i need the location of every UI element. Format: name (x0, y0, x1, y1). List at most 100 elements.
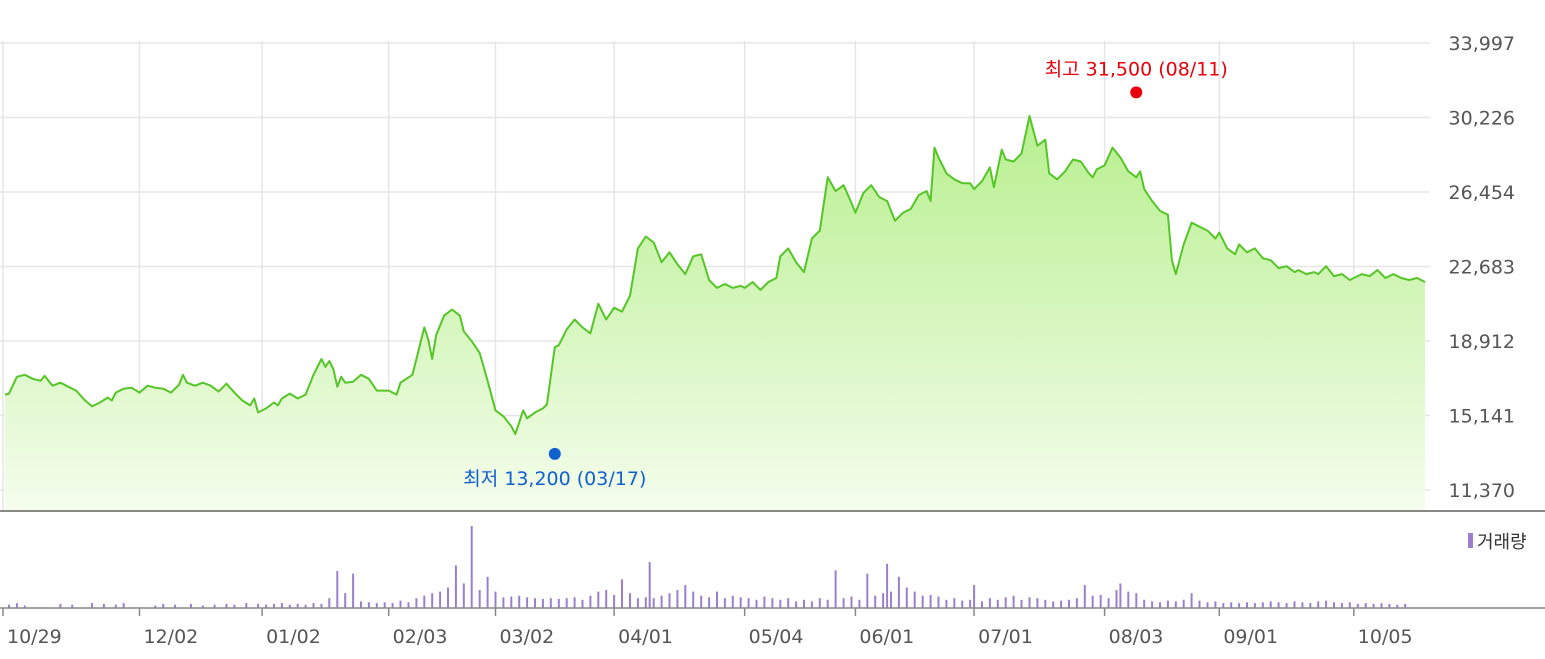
y-tick-label: 33,997 (1449, 33, 1515, 55)
volume-bar (245, 603, 248, 608)
y-tick-label: 11,370 (1449, 480, 1515, 502)
volume-bar (636, 598, 639, 608)
volume-bar (621, 579, 623, 608)
volume-bar (391, 603, 394, 608)
volume-bar (367, 602, 370, 608)
y-tick-label: 30,226 (1449, 108, 1515, 130)
volume-bar (189, 603, 192, 608)
volume-bar (1052, 601, 1055, 608)
volume-bar (288, 604, 291, 608)
volume-bar (1404, 603, 1407, 608)
volume-bar (850, 596, 853, 608)
volume-bar (114, 604, 117, 608)
volume-bar (996, 599, 999, 608)
volume-bar (257, 603, 260, 608)
volume-bar (383, 602, 386, 608)
volume-bar (59, 603, 62, 608)
volume-bar (834, 570, 837, 608)
volume-bar (526, 597, 529, 608)
volume-bar (1396, 604, 1399, 608)
volume-bar (23, 605, 26, 608)
volume-bar (1083, 585, 1086, 608)
volume-bar (1107, 598, 1110, 608)
volume-bar (747, 598, 750, 608)
volume-bar (304, 604, 307, 608)
volume-bar (1159, 602, 1161, 608)
y-tick-label: 22,683 (1449, 257, 1515, 279)
volume-bar (1253, 603, 1256, 608)
volume-bar (905, 587, 908, 608)
volume-bar (15, 603, 18, 608)
volume-bar (462, 583, 465, 608)
volume-bar (1325, 600, 1328, 608)
volume-bar (779, 599, 782, 608)
x-axis-tick-labels: 10/29 12/02 01/02 02/03 03/02 04/01 05/04 06/01… (2, 608, 1413, 648)
volume-bar (660, 595, 663, 608)
volume-bar (1151, 601, 1154, 608)
volume-bar (549, 598, 552, 608)
x-tick-label: 10/05 (1358, 626, 1413, 648)
volume-bar (755, 599, 758, 608)
x-tick-label: 04/01 (618, 626, 673, 648)
volume-bar (1293, 601, 1296, 608)
volume-bar (842, 598, 845, 608)
volume-bar (945, 599, 948, 608)
y-tick-label: 18,912 (1449, 331, 1515, 353)
volume-bar (1004, 597, 1007, 608)
volume-bar (557, 599, 560, 608)
volume-bar (154, 605, 157, 608)
volume-bar (1222, 603, 1225, 608)
volume-bar (233, 604, 236, 608)
volume-bar (913, 591, 916, 608)
volume-bar (969, 599, 972, 608)
volume-bar (213, 604, 216, 608)
volume-bar (882, 593, 885, 608)
low-marker (548, 447, 561, 460)
volume-bar (771, 598, 774, 608)
volume-bar (541, 599, 544, 608)
x-tick-label: 08/03 (1109, 626, 1164, 648)
volume-bar (273, 603, 275, 608)
volume-bar (1119, 583, 1122, 608)
x-tick-label: 09/01 (1223, 626, 1278, 648)
volume-bar (988, 598, 991, 608)
volume-bar (439, 591, 442, 608)
volume-bar (8, 604, 10, 608)
volume-bar (1333, 602, 1335, 608)
volume-bar (597, 591, 600, 608)
volume-bar (510, 596, 513, 608)
volume-bar (71, 604, 74, 608)
volume-bar (886, 563, 889, 608)
x-tick-label: 01/02 (266, 626, 321, 648)
volume-bar (652, 598, 655, 608)
volume-legend-label: 거래량 (1477, 532, 1527, 553)
volume-bar (589, 595, 592, 608)
volume-bar (1135, 593, 1138, 608)
high-marker (1130, 86, 1143, 99)
volume-bar (470, 526, 473, 608)
volume-bar (981, 601, 983, 608)
volume-bar (692, 591, 695, 608)
volume-bar (1075, 598, 1078, 608)
volume-bar (953, 598, 956, 608)
volume-bar (1028, 597, 1031, 608)
volume-bar (1277, 602, 1280, 608)
volume-bar (320, 603, 323, 608)
volume-bar (1166, 600, 1169, 608)
volume-bar (1340, 603, 1343, 608)
volume-bar (344, 593, 347, 608)
volume-bar (803, 599, 805, 608)
volume-bar (1372, 603, 1375, 608)
volume-bar (296, 603, 299, 608)
volume-bar (502, 597, 505, 608)
volume-bar (565, 598, 568, 608)
volume-bar (174, 604, 177, 608)
volume-bar (1238, 603, 1241, 608)
volume-bar (1115, 590, 1118, 608)
volume-bar (795, 601, 798, 608)
volume-bar (478, 590, 481, 608)
volume-bar (763, 596, 766, 608)
volume-bar (581, 599, 584, 608)
volume-bar (1036, 598, 1039, 608)
